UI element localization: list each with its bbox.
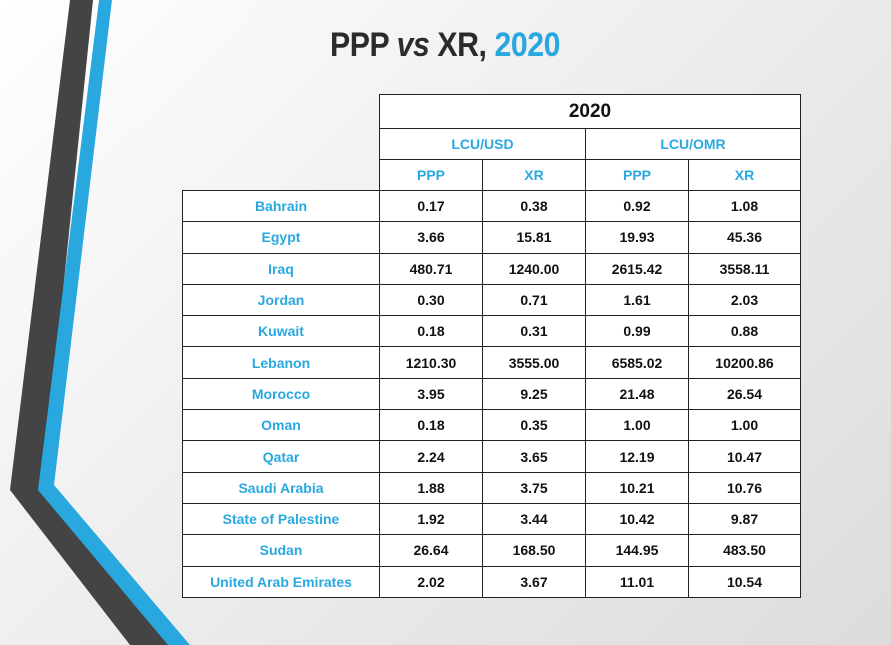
year-header: 2020 xyxy=(379,94,801,129)
sub-header-omr-xr: XR xyxy=(688,159,801,191)
country-cell: Kuwait xyxy=(182,315,380,348)
value-cell: 483.50 xyxy=(688,534,801,567)
value-cell: 12.19 xyxy=(585,440,689,473)
table-row: Sudan 26.64 168.50 144.95 483.50 xyxy=(182,534,801,567)
title-vs: vs xyxy=(396,26,430,64)
value-cell: 10.42 xyxy=(585,502,689,536)
value-cell: 26.64 xyxy=(379,534,483,567)
value-cell: 3.75 xyxy=(482,471,586,504)
table-row: State of Palestine 1.92 3.44 10.42 9.87 xyxy=(182,502,801,536)
country-cell: Jordan xyxy=(182,283,380,317)
blank-corner xyxy=(183,129,380,160)
unit-header-omr: LCU/OMR xyxy=(585,128,801,160)
country-cell: Saudi Arabia xyxy=(182,471,380,504)
value-cell: 1.61 xyxy=(585,283,689,317)
table-row: Iraq 480.71 1240.00 2615.42 3558.11 xyxy=(182,252,801,285)
unit-header-usd: LCU/USD xyxy=(379,128,586,160)
country-cell: Sudan xyxy=(182,534,380,567)
sub-header-omr-ppp: PPP xyxy=(585,159,689,191)
value-cell: 3.66 xyxy=(379,221,483,254)
value-cell: 0.17 xyxy=(379,189,483,223)
value-cell: 9.25 xyxy=(482,377,586,411)
blue-stripe xyxy=(38,0,190,645)
country-cell: Bahrain xyxy=(182,189,380,223)
table-row: Oman 0.18 0.35 1.00 1.00 xyxy=(182,409,801,442)
value-cell: 1.08 xyxy=(688,189,801,223)
value-cell: 0.71 xyxy=(482,283,586,317)
country-cell: Oman xyxy=(182,409,380,442)
value-cell: 1210.30 xyxy=(379,346,483,379)
table-row: Bahrain 0.17 0.38 0.92 1.08 xyxy=(182,189,801,223)
value-cell: 168.50 xyxy=(482,534,586,567)
value-cell: 45.36 xyxy=(688,221,801,254)
slide-title: PPP vs XR, 2020 xyxy=(0,26,890,65)
country-cell: Morocco xyxy=(182,377,380,411)
table-row: Morocco 3.95 9.25 21.48 26.54 xyxy=(182,377,801,411)
value-cell: 1.88 xyxy=(379,471,483,504)
sub-header-usd-ppp: PPP xyxy=(379,159,483,191)
value-cell: 0.18 xyxy=(379,315,483,348)
value-cell: 3.65 xyxy=(482,440,586,473)
country-cell: Lebanon xyxy=(182,346,380,379)
table-row: Egypt 3.66 15.81 19.93 45.36 xyxy=(182,221,801,254)
table-row: Qatar 2.24 3.65 12.19 10.47 xyxy=(182,440,801,473)
country-cell: State of Palestine xyxy=(182,502,380,536)
value-cell: 0.31 xyxy=(482,315,586,348)
title-year: 2020 xyxy=(494,26,561,64)
title-xr: XR, xyxy=(437,26,487,64)
value-cell: 0.38 xyxy=(482,189,586,223)
country-cell: Qatar xyxy=(182,440,380,473)
value-cell: 0.99 xyxy=(585,315,689,348)
value-cell: 2615.42 xyxy=(585,252,689,285)
value-cell: 21.48 xyxy=(585,377,689,411)
country-cell: United Arab Emirates xyxy=(182,565,380,598)
value-cell: 3558.11 xyxy=(688,252,801,285)
value-cell: 0.35 xyxy=(482,409,586,442)
value-cell: 3.95 xyxy=(379,377,483,411)
value-cell: 1.92 xyxy=(379,502,483,536)
ppp-xr-table: 2020 LCU/USD LCU/OMR PPP XR PPP XR Bahra… xyxy=(182,94,801,598)
title-ppp: PPP xyxy=(329,26,389,64)
value-cell: 0.18 xyxy=(379,409,483,442)
value-cell: 6585.02 xyxy=(585,346,689,379)
table-row: United Arab Emirates 2.02 3.67 11.01 10.54 xyxy=(182,565,801,598)
value-cell: 2.03 xyxy=(688,283,801,317)
value-cell: 1240.00 xyxy=(482,252,586,285)
country-cell: Iraq xyxy=(182,252,380,285)
value-cell: 9.87 xyxy=(688,502,801,536)
value-cell: 11.01 xyxy=(585,565,689,598)
table-row: Saudi Arabia 1.88 3.75 10.21 10.76 xyxy=(182,471,801,504)
country-cell: Egypt xyxy=(182,221,380,254)
value-cell: 2.24 xyxy=(379,440,483,473)
value-cell: 10.47 xyxy=(688,440,801,473)
value-cell: 10.54 xyxy=(688,565,801,598)
value-cell: 0.88 xyxy=(688,315,801,348)
value-cell: 480.71 xyxy=(379,252,483,285)
value-cell: 19.93 xyxy=(585,221,689,254)
value-cell: 26.54 xyxy=(688,377,801,411)
value-cell: 144.95 xyxy=(585,534,689,567)
table-row: Kuwait 0.18 0.31 0.99 0.88 xyxy=(182,315,801,348)
value-cell: 0.92 xyxy=(585,189,689,223)
value-cell: 3.44 xyxy=(482,502,586,536)
value-cell: 3.67 xyxy=(482,565,586,598)
blank-corner xyxy=(183,95,380,129)
value-cell: 0.30 xyxy=(379,283,483,317)
value-cell: 10.76 xyxy=(688,471,801,504)
value-cell: 2.02 xyxy=(379,565,483,598)
sub-header-usd-xr: XR xyxy=(482,159,586,191)
dark-stripe xyxy=(10,0,180,645)
value-cell: 3555.00 xyxy=(482,346,586,379)
table-row: Lebanon 1210.30 3555.00 6585.02 10200.86 xyxy=(182,346,801,379)
value-cell: 1.00 xyxy=(585,409,689,442)
value-cell: 15.81 xyxy=(482,221,586,254)
table-row: Jordan 0.30 0.71 1.61 2.03 xyxy=(182,283,801,317)
blank-corner xyxy=(183,160,380,191)
value-cell: 10200.86 xyxy=(688,346,801,379)
value-cell: 1.00 xyxy=(688,409,801,442)
value-cell: 10.21 xyxy=(585,471,689,504)
